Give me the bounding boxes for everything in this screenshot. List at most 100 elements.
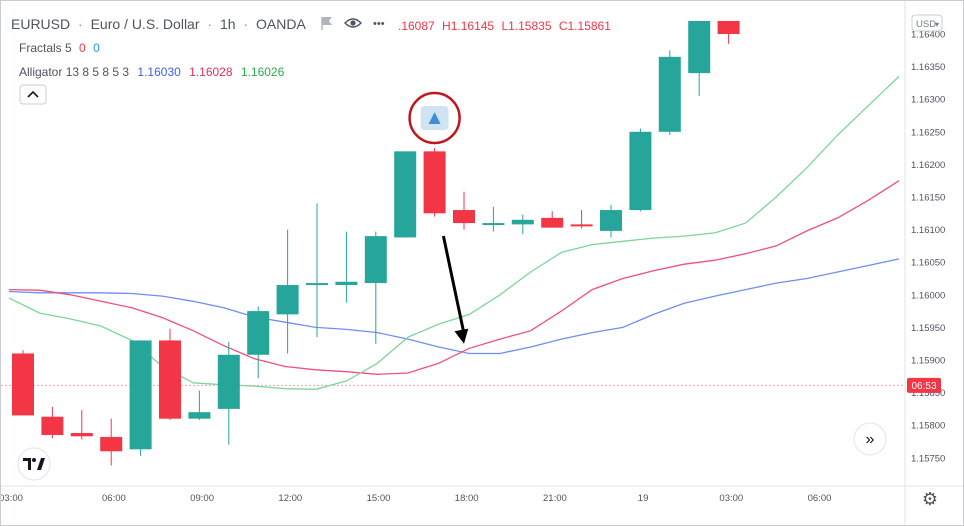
- candle: [717, 20, 740, 44]
- price-tick-label: 1.16100: [911, 225, 945, 236]
- candle: [658, 50, 681, 136]
- candle: [247, 306, 270, 379]
- time-tick-label: 03:00: [719, 493, 743, 504]
- candles: [12, 20, 740, 466]
- price-tick-label: 1.15950: [911, 323, 945, 334]
- candle-body: [335, 281, 358, 286]
- candle: [541, 211, 564, 228]
- current-price-tag: 06:53: [907, 377, 941, 393]
- time-tick-label: 19: [638, 493, 649, 504]
- alligator-value-teeth: 1.16028: [189, 65, 233, 79]
- flag-icon[interactable]: [320, 16, 334, 30]
- candle: [159, 328, 181, 420]
- price-tick-label: 1.16000: [911, 290, 945, 301]
- annotation-arrow-head: [454, 328, 469, 344]
- price-tick-label: 1.16300: [911, 95, 945, 106]
- candle-body: [688, 20, 711, 74]
- candle: [570, 210, 593, 229]
- time-tick-label: 06:00: [808, 493, 832, 504]
- candle: [276, 229, 299, 354]
- svg-text:Fractals 5 0 0: Fractals 5 0 0: [19, 41, 100, 55]
- candle-body: [306, 283, 328, 286]
- candle: [688, 20, 711, 96]
- alligator-label: Alligator 13 8 5 8 5 3: [19, 65, 129, 79]
- eye-icon[interactable]: [344, 18, 362, 28]
- candle-body: [394, 151, 417, 238]
- logo-icon[interactable]: [17, 447, 51, 481]
- time-tick-label: 06:00: [102, 493, 126, 504]
- alligator-lips-line: [8, 75, 900, 390]
- alligator-lines: [8, 75, 900, 390]
- svg-text:EURUSD · Euro: EURUSD · Euro / U.S. Dollar · 1h · OANDA: [11, 16, 306, 32]
- candle: [364, 231, 387, 344]
- candle-body: [100, 436, 123, 452]
- price-tick-label: 1.16150: [911, 193, 945, 204]
- candle: [306, 203, 328, 338]
- candle: [482, 206, 505, 232]
- svg-text:06:53: 06:53: [911, 381, 936, 392]
- alligator-jaw-line: [8, 258, 900, 355]
- candle-body: [70, 433, 93, 437]
- fractals-value-2: 0: [93, 41, 100, 55]
- price-tick-label: 1.16250: [911, 127, 945, 138]
- price-tick-label: 1.15800: [911, 421, 945, 432]
- annotation-arrow-line: [441, 235, 466, 335]
- price-tick-label: 1.16400: [911, 30, 945, 41]
- candle: [41, 406, 64, 439]
- candle-body: [541, 217, 564, 228]
- candle-body: [364, 236, 387, 284]
- candle: [70, 410, 93, 440]
- time-tick-label: 12:00: [278, 493, 302, 504]
- ohlc-low: L1.15835: [501, 19, 551, 33]
- ohlc-open: .16087: [398, 19, 435, 33]
- price-tick-label: 1.15750: [911, 453, 945, 464]
- interval-label: 1h: [220, 16, 236, 32]
- candle-body: [629, 131, 652, 211]
- candle: [511, 214, 534, 235]
- price-tick-label: 1.15850: [911, 388, 945, 399]
- currency-selector[interactable]: USD ▾: [911, 14, 943, 32]
- price-tick-label: 1.15900: [911, 356, 945, 367]
- chevron-down-icon: ▾: [935, 20, 939, 29]
- candle-body: [717, 20, 740, 34]
- price-tick-label: 1.16200: [911, 160, 945, 171]
- candle: [335, 231, 358, 303]
- candle-body: [482, 223, 505, 226]
- alligator-teeth-line: [8, 180, 900, 375]
- time-tick-label: 09:00: [190, 493, 214, 504]
- svg-text:Alligator 13 8 5 8 5 3: Alligator 13 8 5 8 5 3 1.16030 1.16028 1…: [19, 65, 285, 79]
- price-axis-ticks: 1.16400 1.16350 1.16300 1.16250 1.16200 1.161…: [911, 30, 945, 465]
- legend: EURUSD · Euro / U.S. Dollar · 1h · OANDA…: [11, 16, 611, 105]
- time-tick-label: 18:00: [455, 493, 479, 504]
- candle-body: [658, 56, 681, 132]
- symbol-name: Euro / U.S. Dollar: [91, 16, 200, 32]
- price-axis[interactable]: [905, 1, 963, 525]
- ohlc-close: C1.15861: [559, 19, 611, 33]
- time-tick-label: 21:00: [543, 493, 567, 504]
- exchange-label: OANDA: [256, 16, 306, 32]
- candle-body: [247, 311, 270, 355]
- scroll-realtime-button[interactable]: »: [853, 422, 887, 456]
- time-tick-label: 15:00: [367, 493, 391, 504]
- candle: [600, 204, 622, 238]
- candle-body: [511, 219, 534, 225]
- more-icon[interactable]: •••: [373, 18, 385, 30]
- candle: [188, 390, 211, 420]
- candle-body: [276, 285, 299, 315]
- gear-icon: ⚙: [922, 489, 938, 509]
- fractal-up-icon: [428, 112, 441, 124]
- ohlc-high: H1.16145: [442, 19, 494, 33]
- collapse-legend-button[interactable]: [19, 84, 47, 105]
- candle-body: [423, 151, 446, 214]
- settings-button[interactable]: ⚙: [922, 489, 938, 509]
- time-axis-ticks: 03:00 06:00 09:00 12:00 15:00 18:00 21:00 19 03:…: [1, 493, 831, 504]
- price-tick-label: 1.16050: [911, 258, 945, 269]
- candle: [394, 151, 417, 238]
- candle-body: [188, 412, 211, 419]
- alligator-value-lips: 1.16026: [241, 65, 285, 79]
- candle-body: [570, 224, 593, 227]
- candle: [100, 418, 123, 466]
- candle: [12, 350, 34, 416]
